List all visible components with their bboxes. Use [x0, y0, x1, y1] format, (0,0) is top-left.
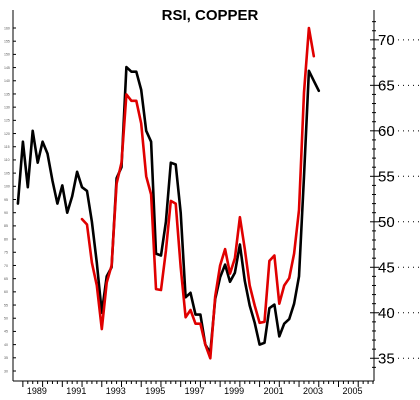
left-y-tick-label: 60: [4, 290, 8, 294]
left-y-tick-label: 155: [4, 39, 10, 43]
left-y-tick-label: 40: [4, 343, 8, 347]
x-tick-label: 1995: [145, 386, 165, 396]
right-y-tick-label: 45: [378, 259, 395, 276]
x-tick-label: 2005: [342, 386, 362, 396]
left-y-tick-label: 75: [4, 251, 8, 255]
left-y-tick-label: 125: [4, 119, 10, 123]
left-y-tick-label: 100: [4, 185, 10, 189]
left-y-tick-label: 30: [4, 369, 8, 373]
right-y-tick-label: 70: [378, 32, 395, 49]
right-y-tick-label: 40: [378, 305, 395, 322]
left-y-tick-label: 120: [4, 132, 10, 136]
series-red-line: [80, 26, 316, 360]
left-y-tick-label: 85: [4, 224, 8, 228]
left-y-tick-label: 150: [4, 53, 10, 57]
left-y-tick-label: 105: [4, 171, 10, 175]
left-y-tick-label: 110: [4, 158, 10, 162]
chart-title: RSI, COPPER: [162, 7, 259, 24]
x-tick-label: 1989: [27, 386, 47, 396]
left-y-tick-label: 135: [4, 92, 10, 96]
x-tick-label: 2003: [303, 386, 323, 396]
right-y-tick-label: 50: [378, 214, 395, 231]
left-y-tick-label: 160: [4, 26, 10, 30]
left-y-tick-label: 140: [4, 79, 10, 83]
left-y-tick-label: 80: [4, 237, 8, 241]
plot-area: [16, 26, 321, 360]
right-y-tick-label: 55: [378, 168, 395, 185]
x-tick-label: 1991: [66, 386, 86, 396]
left-y-tick-label: 115: [4, 145, 10, 149]
x-tick-label: 1997: [185, 386, 205, 396]
left-y-tick-label: 35: [4, 356, 8, 360]
left-y-tick-label: 50: [4, 317, 8, 321]
left-y-tick-label: 90: [4, 211, 8, 215]
left-y-tick-label: 55: [4, 303, 8, 307]
axes: 30 35 40 45 50 55 60 65 70 75 80 85 90 95 100 105 110 115…: [4, 10, 420, 396]
right-y-tick-label: 35: [378, 350, 395, 367]
left-y-tick-label: 145: [4, 66, 10, 70]
x-tick-label: 1993: [106, 386, 126, 396]
left-y-tick-label: 130: [4, 105, 10, 109]
x-tick-label: 1999: [224, 386, 244, 396]
right-y-tick-label: 65: [378, 77, 395, 94]
left-y-tick-label: 65: [4, 277, 8, 281]
x-tick-label: 2001: [264, 386, 284, 396]
series-black-line: [16, 65, 321, 355]
left-y-tick-label: 70: [4, 264, 8, 268]
right-y-tick-label: 60: [378, 123, 395, 140]
left-y-tick-label: 45: [4, 330, 8, 334]
left-y-tick-label: 95: [4, 198, 8, 202]
